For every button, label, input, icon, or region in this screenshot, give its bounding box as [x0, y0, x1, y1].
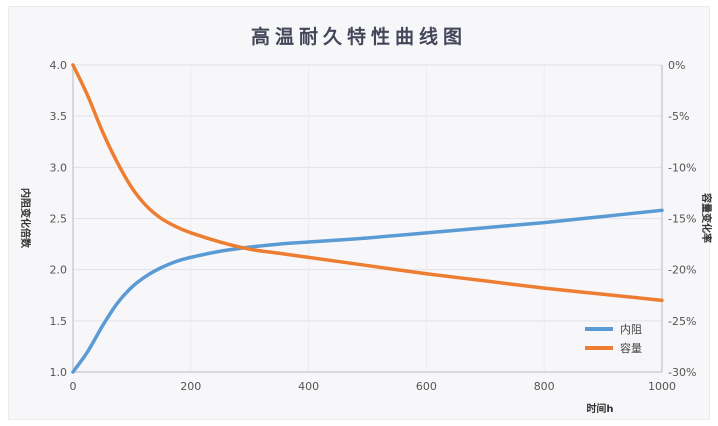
chart-card: [8, 6, 710, 420]
x-axis-label: 时间h: [586, 402, 613, 415]
y-left-tick-label: 2.0: [50, 264, 68, 277]
y-left-tick-label: 3.0: [50, 161, 68, 174]
y-left-tick-label: 2.5: [50, 213, 68, 226]
y-left-axis-label: 内阻变化倍数: [19, 188, 32, 249]
x-tick-label: 0: [70, 380, 77, 393]
axis-layer: 1.0 1.5 2.0 2.5 3.0 3.5 4.0 -30% -25% -20% -15% -10…: [50, 59, 697, 393]
y-left-tick-label: 1.0: [50, 366, 68, 379]
y-left-tick-label: 4.0: [50, 59, 68, 72]
series-layer: [71, 63, 664, 374]
y-right-tick-label: -15%: [668, 213, 696, 226]
y-right-tick-label: -30%: [668, 366, 696, 379]
x-tick-label: 600: [416, 380, 437, 393]
x-tick-label: 1000: [648, 380, 676, 393]
legend-label: 容量: [620, 341, 642, 355]
x-tick-label: 200: [180, 380, 201, 393]
y-right-tick-label: 0%: [668, 59, 685, 72]
y-right-axis-label: 容量变化率: [700, 192, 713, 243]
x-tick-label: 800: [534, 380, 555, 393]
series-line-1: [71, 63, 664, 303]
y-right-tick-label: -5%: [668, 110, 689, 123]
y-left-tick-label: 1.5: [50, 315, 68, 328]
y-right-tick-label: -10%: [668, 161, 696, 174]
y-right-tick-label: -25%: [668, 315, 696, 328]
legend-label: 内阻: [620, 322, 642, 336]
x-tick-label: 400: [298, 380, 319, 393]
series-line-0: [71, 208, 664, 374]
y-left-tick-label: 3.5: [50, 110, 68, 123]
chart-title: 高温耐久特性曲线图: [250, 26, 467, 48]
y-right-tick-label: -20%: [668, 264, 696, 277]
